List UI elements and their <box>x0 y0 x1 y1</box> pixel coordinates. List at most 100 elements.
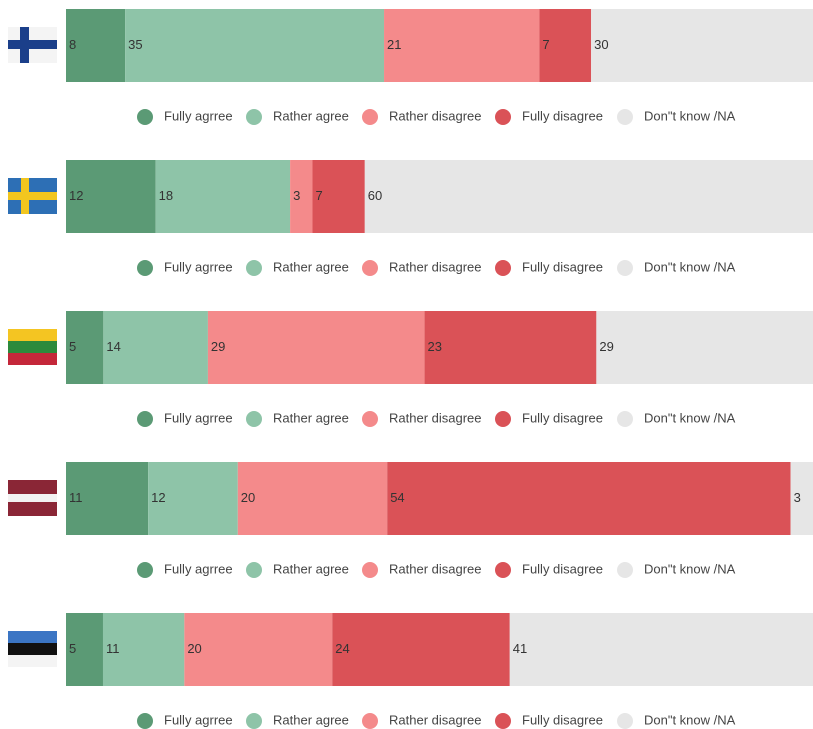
bar-segment <box>103 311 208 384</box>
legend-swatch <box>362 260 378 276</box>
data-label: 35 <box>128 37 142 52</box>
bar-segment <box>66 311 104 384</box>
legend-swatch <box>495 713 511 729</box>
bar-segment <box>332 613 510 686</box>
legend-label: Rather agree <box>273 561 349 576</box>
data-label: 7 <box>316 188 323 203</box>
data-label: 18 <box>159 188 173 203</box>
legend-swatch <box>362 713 378 729</box>
legend-swatch <box>617 562 633 578</box>
bar-segment <box>364 160 813 233</box>
data-label: 5 <box>69 339 76 354</box>
legend-swatch <box>137 260 153 276</box>
legend-label: Fully agrree <box>164 712 233 727</box>
data-label: 29 <box>599 339 613 354</box>
data-label: 29 <box>211 339 225 354</box>
bar-segment <box>290 160 313 233</box>
data-label: 41 <box>513 641 527 656</box>
flag-estonia <box>8 631 57 667</box>
legend-label: Rather disagree <box>389 108 482 123</box>
legend-label: Rather disagree <box>389 259 482 274</box>
legend-label: Rather disagree <box>389 712 482 727</box>
legend-label: Fully disagree <box>522 259 603 274</box>
bar-segment <box>207 311 425 384</box>
legend-swatch <box>617 411 633 427</box>
data-label: 60 <box>368 188 382 203</box>
legend-label: Fully agrree <box>164 410 233 425</box>
bar-segment <box>387 462 791 535</box>
data-label: 12 <box>151 490 165 505</box>
legend-swatch <box>362 109 378 125</box>
legend-swatch <box>137 713 153 729</box>
legend-label: Fully disagree <box>522 108 603 123</box>
bar-segment <box>790 462 813 535</box>
legend-swatch <box>495 109 511 125</box>
data-label: 12 <box>69 188 83 203</box>
bar-segment <box>591 9 813 82</box>
legend-label: Rather agree <box>273 108 349 123</box>
bar-segment <box>237 462 388 535</box>
legend-label: Don"t know /NA <box>644 561 736 576</box>
legend-label: Fully disagree <box>522 712 603 727</box>
legend-swatch <box>617 713 633 729</box>
legend-label: Rather disagree <box>389 561 482 576</box>
legend-label: Rather agree <box>273 410 349 425</box>
data-label: 30 <box>594 37 608 52</box>
legend-label: Don"t know /NA <box>644 410 736 425</box>
data-label: 54 <box>390 490 404 505</box>
bar-segment <box>66 613 103 686</box>
legend-label: Rather disagree <box>389 410 482 425</box>
bar-segment <box>509 613 813 686</box>
bar-segment <box>424 311 597 384</box>
legend-swatch <box>137 109 153 125</box>
legend-swatch <box>362 562 378 578</box>
data-label: 24 <box>335 641 349 656</box>
bar-segment <box>102 613 185 686</box>
legend-swatch <box>495 562 511 578</box>
bar-segment <box>66 160 156 233</box>
legend-label: Fully disagree <box>522 561 603 576</box>
legend-swatch <box>617 260 633 276</box>
data-label: 20 <box>187 641 201 656</box>
legend-label: Rather agree <box>273 712 349 727</box>
legend-swatch <box>246 109 262 125</box>
legend-label: Fully agrree <box>164 108 233 123</box>
legend-swatch <box>495 411 511 427</box>
legend-label: Fully agrree <box>164 259 233 274</box>
legend-swatch <box>137 562 153 578</box>
bar-segment <box>66 9 126 82</box>
legend-swatch <box>617 109 633 125</box>
legend-label: Don"t know /NA <box>644 259 736 274</box>
bar-segment <box>148 462 238 535</box>
flag-latvia <box>8 480 57 516</box>
data-label: 11 <box>69 490 83 505</box>
data-label: 11 <box>106 641 120 656</box>
bar-segment <box>384 9 540 82</box>
legend-swatch <box>495 260 511 276</box>
legend-swatch <box>246 411 262 427</box>
bar-segment <box>125 9 385 82</box>
data-label: 3 <box>794 490 801 505</box>
flag-sweden <box>8 178 57 214</box>
bar-segment <box>184 613 333 686</box>
legend-label: Fully disagree <box>522 410 603 425</box>
bar-segment <box>66 462 149 535</box>
bar-segment <box>155 160 291 233</box>
bar-segment <box>596 311 813 384</box>
legend-swatch <box>137 411 153 427</box>
data-label: 8 <box>69 37 76 52</box>
bar-segment <box>312 160 365 233</box>
data-label: 21 <box>387 37 401 52</box>
data-label: 7 <box>542 37 549 52</box>
legend-swatch <box>246 713 262 729</box>
data-label: 20 <box>241 490 255 505</box>
legend-swatch <box>246 562 262 578</box>
legend-label: Fully agrree <box>164 561 233 576</box>
bar-segment <box>539 9 592 82</box>
flag-finland <box>8 27 57 63</box>
legend-label: Don"t know /NA <box>644 108 736 123</box>
legend-swatch <box>246 260 262 276</box>
flag-lithuania <box>8 329 57 365</box>
legend-label: Don"t know /NA <box>644 712 736 727</box>
